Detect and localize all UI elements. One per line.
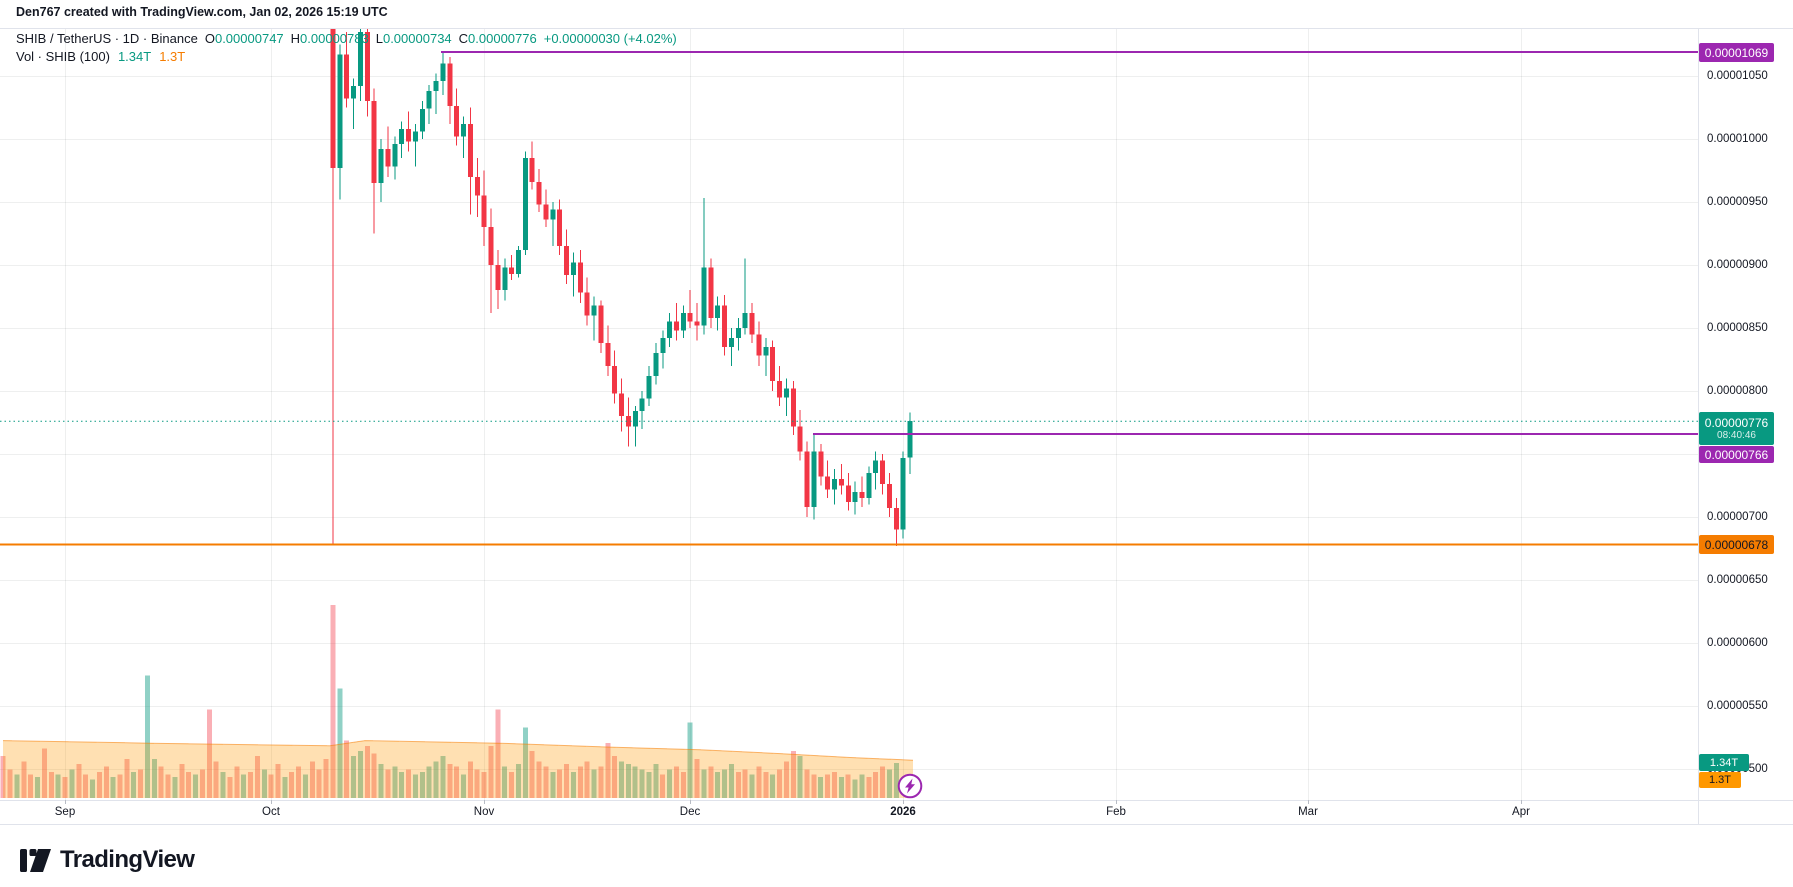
time-axis-label: Dec [679, 806, 701, 818]
price-axis-label: 0.00000900 [1707, 259, 1768, 271]
price-axis-label: 0.00000550 [1707, 700, 1768, 712]
price-axis-label: 0.00000800 [1707, 385, 1768, 397]
tradingview-logo-text: TradingView [60, 846, 195, 873]
ohlc-high: H0.00000783 [290, 31, 369, 46]
time-axis-label: 2026 [890, 806, 916, 818]
breakout-price-badge: 0.00000766 [1699, 446, 1774, 463]
bar-countdown: 08:40:46 [1717, 429, 1756, 441]
volume-value: 1.34T [117, 49, 152, 64]
volume-axis-badge: 1.34T [1699, 754, 1749, 771]
tradingview-logo-mark [20, 848, 51, 872]
ohlc-close: C0.00000776 [458, 31, 537, 46]
volume-ma-value: 1.3T [159, 49, 186, 64]
support-price-badge: 0.00000678 [1699, 535, 1774, 554]
time-axis-label: Sep [54, 806, 76, 818]
price-axis-label: 0.00000650 [1707, 574, 1768, 586]
volume-indicator-title[interactable]: Vol · SHIB (100) [16, 49, 110, 64]
time-axis-label: Apr [1512, 806, 1530, 818]
price-axis-label: 0.00000700 [1707, 511, 1768, 523]
volume-ma-axis-badge: 1.3T [1699, 772, 1741, 788]
price-axis-label: 0.00000600 [1707, 637, 1768, 649]
price-axis-label: 0.00001000 [1707, 133, 1768, 145]
time-axis-label: Mar [1298, 806, 1318, 818]
ohlc-open: O0.00000747 [204, 31, 284, 46]
symbol-title[interactable]: SHIB / TetherUS · 1D · Binance [16, 31, 198, 46]
time-axis-label: Feb [1106, 806, 1126, 818]
lightning-icon[interactable] [897, 773, 923, 799]
time-axis-label: Oct [262, 806, 280, 818]
last-price-badge: 0.00000776 08:40:46 [1699, 412, 1774, 445]
time-axis-label: Nov [473, 806, 495, 818]
price-axis-label: 0.00001050 [1707, 70, 1768, 82]
tradingview-logo: TradingView [20, 846, 195, 874]
symbol-legend[interactable]: SHIB / TetherUS · 1D · Binance O0.000007… [16, 31, 677, 46]
ohlc-low: L0.00000734 [375, 31, 452, 46]
resistance-price-badge: 0.00001069 [1699, 43, 1774, 62]
change-value: +0.00000030 (+4.02%) [543, 31, 677, 46]
volume-legend[interactable]: Vol · SHIB (100) 1.34T 1.3T [16, 49, 185, 64]
price-axis-label: 0.00000950 [1707, 196, 1768, 208]
watermark-text: Den767 created with TradingView.com, Jan… [16, 5, 388, 19]
last-price-value: 0.00000776 [1704, 415, 1769, 430]
price-axis-label: 0.00000850 [1707, 322, 1768, 334]
